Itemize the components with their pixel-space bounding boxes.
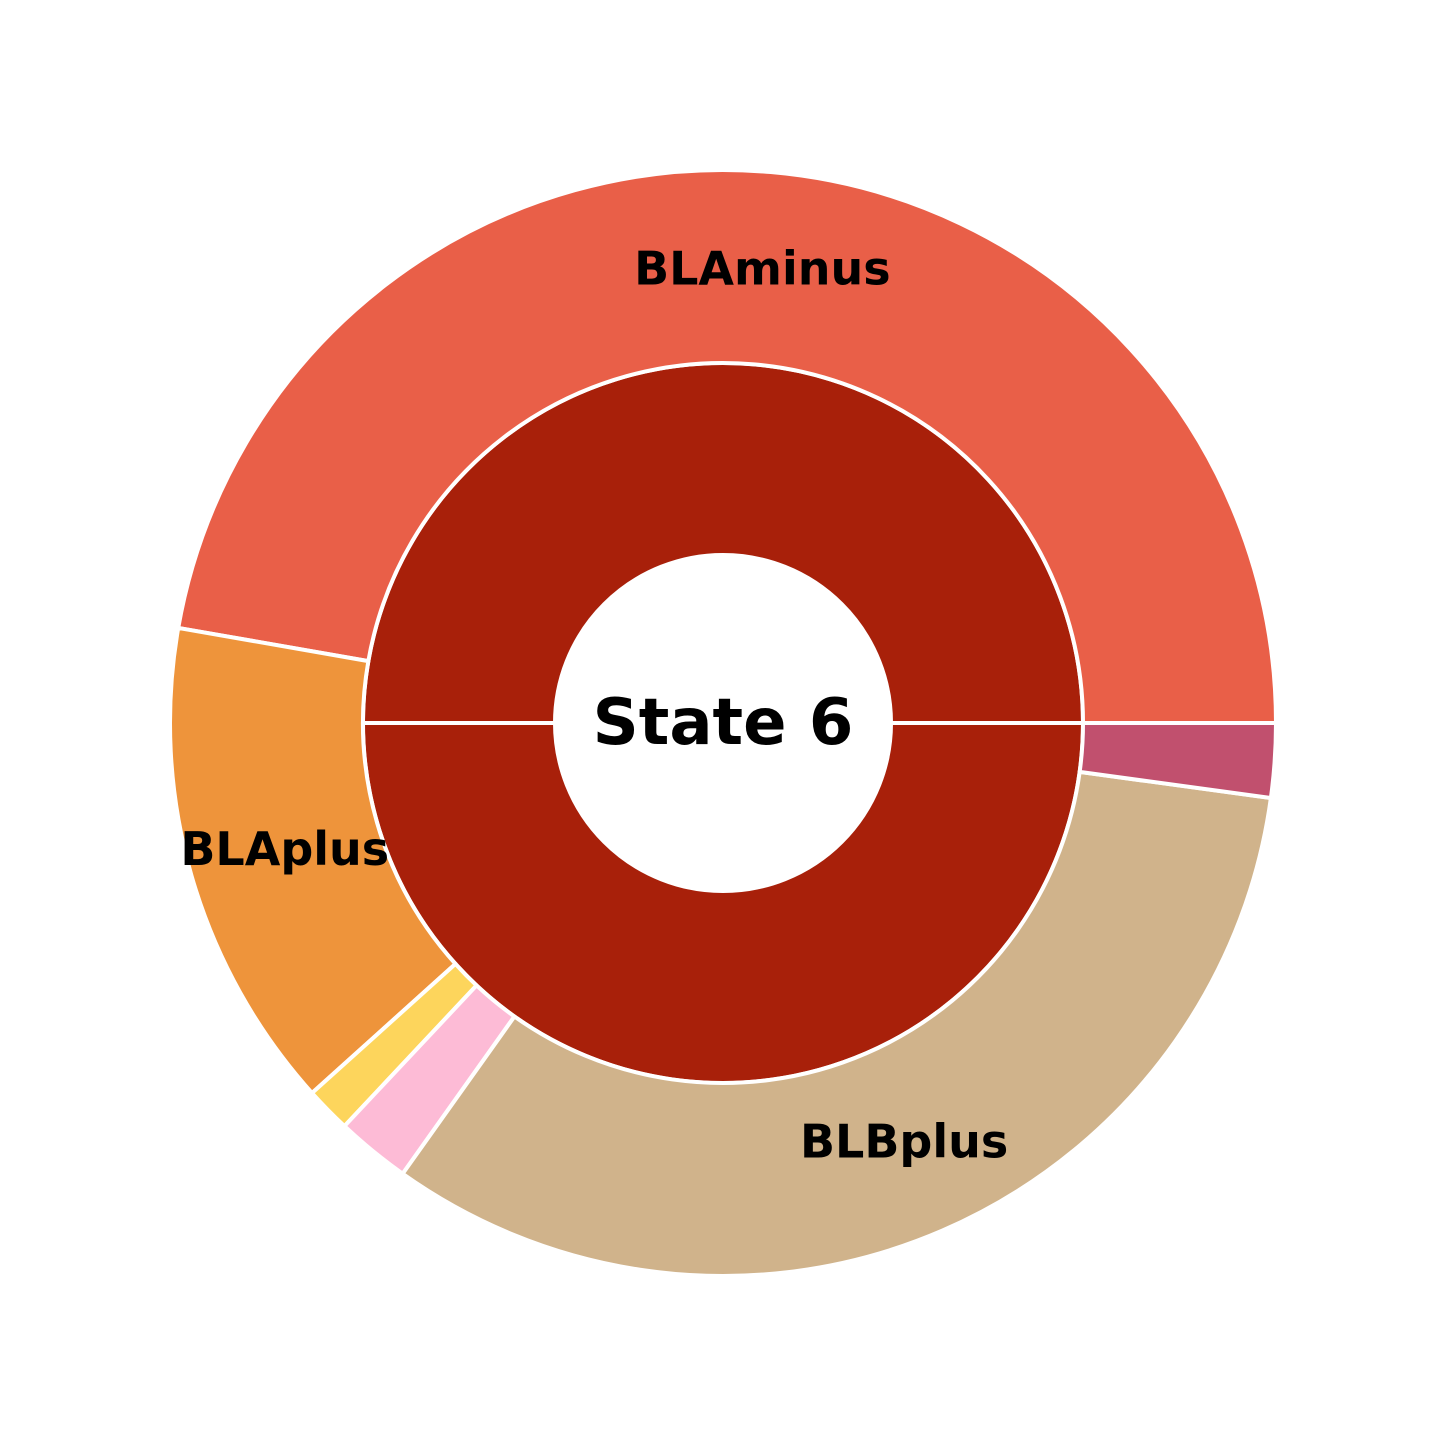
outer-ring (168, 168, 1278, 1278)
outer-slice-blaplus (168, 625, 458, 1096)
center-label: State 6 (593, 686, 854, 760)
outer-slice-5 (1077, 721, 1278, 801)
slice-label-blbplus: BLBplus (800, 1114, 1008, 1168)
slice-label-blaplus: BLAplus (180, 822, 389, 876)
slice-label-blaminus: BLAminus (634, 242, 891, 296)
outer-slice-blbplus (400, 769, 1273, 1278)
slice-labels: BLAminus BLAplus BLBplus (180, 242, 1008, 1169)
outer-slice-blaminus (176, 168, 1278, 725)
